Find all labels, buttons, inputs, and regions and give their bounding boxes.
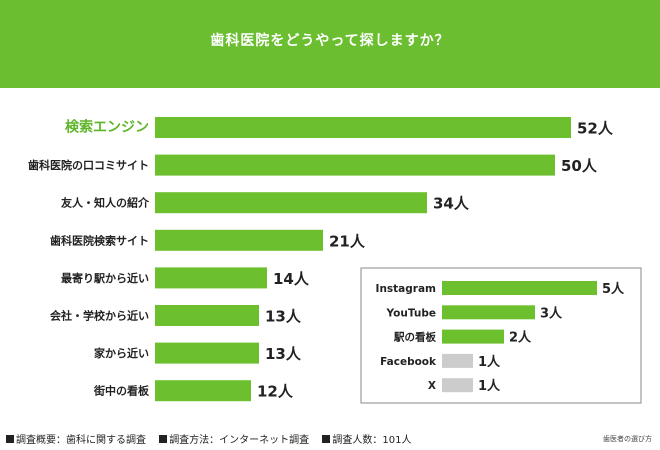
category-label: 検索エンジン	[65, 119, 149, 136]
category-label: 家から近い	[94, 346, 149, 360]
footer-note-0: 調査概要：歯科に関する調査	[6, 435, 146, 446]
value-label: 12人	[257, 383, 294, 401]
bar	[155, 380, 251, 402]
inset-bar	[442, 305, 535, 320]
page-title: 歯科医院をどうやって探しますか？	[210, 33, 450, 49]
inset-category-label: Instagram	[376, 283, 437, 295]
inset-value-label: 1人	[478, 378, 501, 394]
bar	[155, 342, 259, 364]
category-label: 歯科医院検索サイト	[50, 233, 149, 247]
bar	[155, 192, 427, 214]
value-label: 21人	[329, 232, 366, 250]
value-label: 14人	[273, 270, 310, 288]
inset-category-label: 駅の看板	[394, 331, 436, 344]
bar	[155, 229, 323, 251]
bar	[155, 154, 555, 176]
value-label: 50人	[561, 157, 598, 175]
category-label: 街中の看板	[93, 384, 150, 398]
category-label: 歯科医院の口コミサイト	[28, 158, 149, 172]
footer-note-2: 調査人数：101人	[322, 435, 411, 446]
inset-bar	[442, 378, 473, 393]
square-bullet-icon	[322, 435, 331, 443]
inset-value-label: 5人	[602, 281, 625, 297]
inset-value-label: 1人	[478, 354, 501, 370]
inset-category-label: Facebook	[380, 356, 437, 368]
credit-text: 歯医者の選び方	[603, 435, 652, 443]
footer-note-1: 調査方法：インターネット調査	[159, 435, 309, 446]
inset-category-label: YouTube	[386, 307, 436, 319]
bar	[155, 267, 267, 289]
category-label: 友人・知人の紹介	[61, 196, 150, 210]
inset-bar	[442, 281, 597, 295]
inset-bar	[442, 353, 473, 368]
value-label: 34人	[433, 195, 470, 213]
value-label: 13人	[265, 345, 302, 363]
bar	[155, 117, 571, 138]
footer-notes: 調査概要：歯科に関する調査 調査方法：インターネット調査 調査人数：101人	[6, 431, 421, 446]
inset-value-label: 2人	[509, 330, 532, 346]
header-banner	[0, 0, 660, 88]
value-label: 52人	[577, 120, 614, 138]
category-label: 会社・学校から近い	[50, 309, 149, 323]
bar	[155, 305, 259, 326]
inset-category-label: X	[428, 380, 436, 392]
inset-value-label: 3人	[540, 305, 563, 321]
value-label: 13人	[265, 308, 302, 326]
square-bullet-icon	[159, 435, 168, 443]
square-bullet-icon	[6, 435, 14, 443]
inset-bar	[442, 329, 504, 344]
category-label: 最寄り駅から近い	[61, 271, 149, 285]
